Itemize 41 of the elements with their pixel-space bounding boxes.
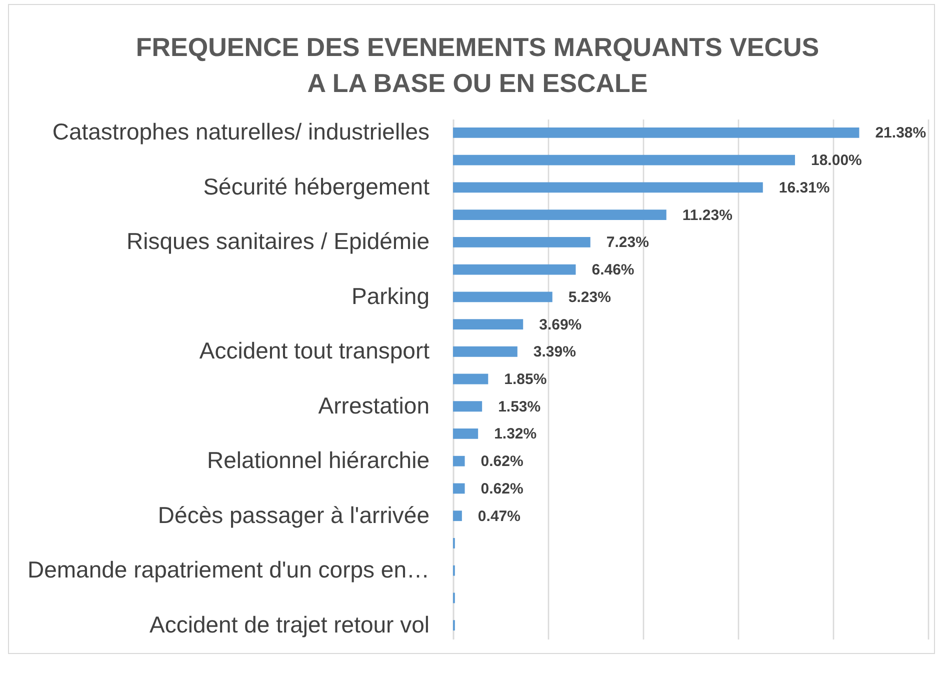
data-label: 6.46% <box>592 262 634 279</box>
bar <box>453 374 488 384</box>
y-tick-label: Risques sanitaires / Epidémie <box>126 228 430 254</box>
data-label: 21.38% <box>875 124 926 142</box>
data-label: 5.23% <box>568 288 611 306</box>
bar <box>453 319 524 330</box>
bar <box>453 346 518 357</box>
data-label: 18.00% <box>811 152 862 170</box>
data-label: 1.85% <box>504 371 547 388</box>
data-label: 1.32% <box>494 426 537 443</box>
y-tick-label: Demande rapatriement d'un corps en… <box>28 556 430 583</box>
bar <box>453 428 478 439</box>
bar <box>453 292 552 302</box>
data-label: 0.62% <box>480 480 524 498</box>
bar <box>453 510 462 522</box>
bar <box>453 264 576 275</box>
bar <box>453 210 666 220</box>
bar <box>453 182 763 193</box>
bar <box>453 127 860 138</box>
data-label: 0.62% <box>480 453 524 470</box>
y-tick-label: Accident de trajet retour vol <box>150 611 430 638</box>
bar <box>453 401 482 412</box>
y-tick-label: Relationnel hiérarchie <box>207 447 430 474</box>
data-label: 11.23% <box>682 206 732 224</box>
data-label: 0.47% <box>478 508 520 525</box>
y-tick-label: Décès passager à l'arrivée <box>158 502 430 528</box>
y-tick-label: Accident tout transport <box>199 338 430 364</box>
data-label: 3.39% <box>533 344 576 361</box>
bar <box>453 236 590 248</box>
y-tick-label: Sécurité hébergement <box>203 173 430 200</box>
data-label: 7.23% <box>606 234 649 252</box>
bar <box>453 154 795 166</box>
bar <box>453 456 465 466</box>
chart-title: FREQUENCE DES EVENEMENTS MARQUANTS VECUS A LA BASE OU EN ESCALE <box>136 32 820 98</box>
data-label: 3.69% <box>539 316 582 334</box>
y-tick-label: Parking <box>352 282 430 309</box>
bar <box>453 483 465 494</box>
y-tick-label: Arrestation <box>318 392 430 418</box>
data-label: 16.31% <box>778 179 830 196</box>
y-tick-label: Catastrophes naturelles/ industrielles <box>52 118 430 145</box>
data-label: 1.53% <box>498 398 541 416</box>
